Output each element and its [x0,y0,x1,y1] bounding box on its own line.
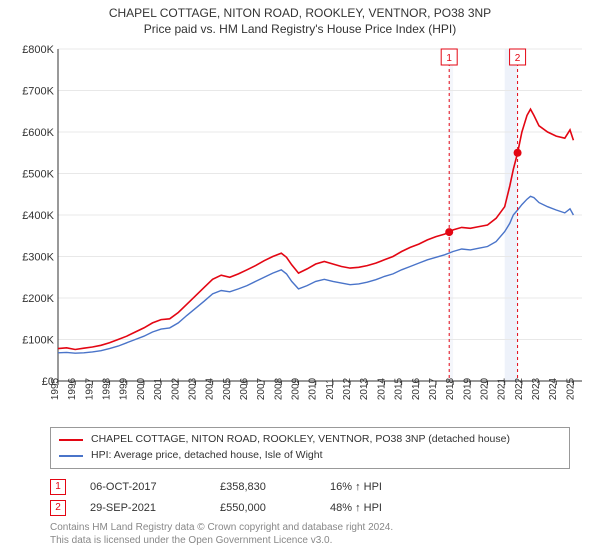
marker-date: 29-SEP-2021 [90,502,220,514]
svg-text:2009: 2009 [291,378,302,401]
legend-label-property: CHAPEL COTTAGE, NITON ROAD, ROOKLEY, VEN… [91,432,510,448]
transaction-marker-row: 2 29-SEP-2021£550,00048% ↑ HPI [50,500,590,516]
legend-label-hpi: HPI: Average price, detached house, Isle… [91,448,323,464]
svg-text:1999: 1999 [119,378,130,401]
svg-text:2012: 2012 [342,378,353,401]
svg-text:2003: 2003 [187,378,198,401]
svg-text:1998: 1998 [102,378,113,401]
chart-plot-area: £0£100K£200K£300K£400K£500K£600K£700K£80… [10,41,590,421]
line-chart-svg: £0£100K£200K£300K£400K£500K£600K£700K£80… [10,41,590,421]
svg-text:£500K: £500K [22,169,54,181]
svg-text:2001: 2001 [153,378,164,401]
svg-text:2014: 2014 [376,378,387,401]
svg-text:£400K: £400K [22,210,54,222]
marker-badge: 1 [50,479,66,495]
transaction-markers-list: 1 06-OCT-2017£358,83016% ↑ HPI 2 29-SEP-202… [50,479,590,516]
svg-text:£700K: £700K [22,86,54,98]
svg-text:2020: 2020 [480,378,491,401]
svg-text:2000: 2000 [136,378,147,401]
svg-text:2004: 2004 [205,378,216,401]
svg-text:2019: 2019 [462,378,473,401]
chart-title: CHAPEL COTTAGE, NITON ROAD, ROOKLEY, VEN… [10,6,590,22]
svg-text:2017: 2017 [428,378,439,401]
svg-text:£200K: £200K [22,293,54,305]
marker-price: £550,000 [220,502,330,514]
svg-text:2018: 2018 [445,378,456,401]
chart-subtitle: Price paid vs. HM Land Registry's House … [10,22,590,38]
svg-text:2013: 2013 [359,378,370,401]
svg-text:1: 1 [446,53,452,64]
svg-text:2010: 2010 [308,378,319,401]
svg-text:2023: 2023 [531,378,542,401]
marker-pct-vs-hpi: 16% ↑ HPI [330,481,440,493]
svg-text:2011: 2011 [325,378,336,400]
disclaimer-line-1: Contains HM Land Registry data © Crown c… [50,521,590,535]
svg-text:£100K: £100K [22,335,54,347]
marker-date: 06-OCT-2017 [90,481,220,493]
svg-text:£300K: £300K [22,252,54,264]
svg-text:2024: 2024 [548,378,559,401]
legend-row-hpi: HPI: Average price, detached house, Isle… [59,448,561,464]
svg-text:2025: 2025 [565,378,576,401]
svg-text:2022: 2022 [514,378,525,401]
svg-text:2007: 2007 [256,378,267,401]
svg-text:1997: 1997 [84,378,95,401]
marker-price: £358,830 [220,481,330,493]
svg-text:2: 2 [515,53,521,64]
svg-text:1995: 1995 [50,378,61,401]
svg-text:2002: 2002 [170,378,181,401]
svg-text:2005: 2005 [222,378,233,401]
svg-text:1996: 1996 [67,378,78,401]
svg-text:£800K: £800K [22,44,54,56]
legend-box: CHAPEL COTTAGE, NITON ROAD, ROOKLEY, VEN… [50,427,570,469]
marker-badge: 2 [50,500,66,516]
marker-pct-vs-hpi: 48% ↑ HPI [330,502,440,514]
svg-text:2016: 2016 [411,378,422,401]
data-disclaimer: Contains HM Land Registry data © Crown c… [50,521,590,548]
legend-swatch-hpi [59,455,83,457]
svg-text:2006: 2006 [239,378,250,401]
chart-container: CHAPEL COTTAGE, NITON ROAD, ROOKLEY, VEN… [0,0,600,560]
transaction-marker-row: 1 06-OCT-2017£358,83016% ↑ HPI [50,479,590,495]
svg-text:2008: 2008 [273,378,284,401]
svg-text:2015: 2015 [394,378,405,401]
disclaimer-line-2: This data is licensed under the Open Gov… [50,534,590,548]
svg-text:£600K: £600K [22,127,54,139]
legend-row-property: CHAPEL COTTAGE, NITON ROAD, ROOKLEY, VEN… [59,432,561,448]
svg-text:2021: 2021 [497,378,508,401]
legend-swatch-property [59,439,83,441]
